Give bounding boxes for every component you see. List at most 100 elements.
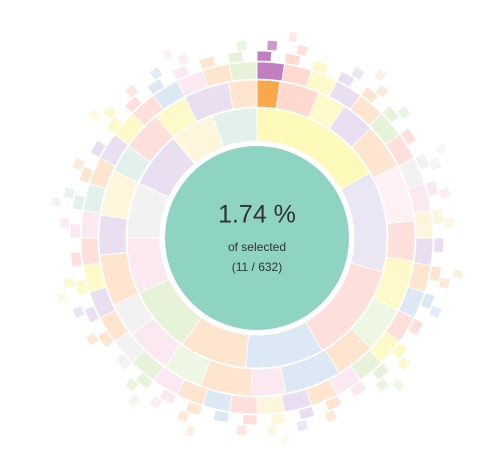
sunburst-outer-arc — [58, 216, 71, 229]
sunburst-outer-arc — [407, 317, 425, 337]
sunburst-outer-arc — [69, 222, 81, 239]
sunburst-outer-arc — [184, 401, 203, 417]
sunburst-outer-arc — [431, 208, 444, 225]
sunburst-outer-arc — [396, 104, 412, 121]
sunburst-outer-arc — [74, 278, 90, 297]
sunburst-outer-arc — [414, 152, 431, 171]
sunburst-outer-arc — [84, 331, 100, 347]
sunburst-arc — [229, 61, 258, 82]
sunburst-outer-arc — [360, 86, 380, 104]
sunburst-outer-arc — [89, 139, 107, 159]
sunburst-outer-arc — [295, 419, 309, 433]
sunburst-outer-arc — [373, 68, 387, 83]
sunburst-outer-arc — [55, 291, 69, 304]
sunburst-arc — [212, 107, 258, 148]
sunburst-outer-arc — [148, 395, 164, 411]
sunburst-outer-arc — [102, 104, 118, 121]
sunburst-outer-arc — [266, 39, 279, 52]
sunburst-outer-arc — [348, 380, 368, 398]
sunburst-outer-arc — [270, 412, 287, 425]
sunburst-outer-arc — [124, 95, 143, 114]
count-label: (11 / 632) — [232, 260, 282, 274]
sunburst-arc — [413, 237, 434, 266]
sunburst-outer-arc — [324, 395, 343, 412]
sunburst-outer-arc — [62, 186, 76, 200]
sunburst-outer-arc — [161, 47, 175, 62]
sunburst-outer-arc — [127, 393, 141, 408]
center-circle — [165, 146, 349, 330]
sunburst-outer-arc — [424, 179, 440, 198]
sunburst-outer-arc — [297, 405, 316, 421]
sunburst-outer-arc — [336, 70, 356, 88]
percent-label: 1.74 % — [218, 201, 296, 229]
sunburst-outer-arc — [114, 352, 133, 371]
sunburst-outer-arc — [284, 52, 302, 67]
sunburst-outer-arc — [83, 305, 100, 324]
sunburst-outer-arc — [371, 362, 390, 381]
sunburst-outer-arc — [87, 108, 102, 122]
sunburst-outer-arc — [391, 341, 409, 361]
sunburst-outer-arc — [433, 237, 445, 254]
sunburst-outer-arc — [50, 196, 63, 208]
sunburst-outer-arc — [428, 156, 443, 172]
sunburst-outer-arc — [381, 105, 400, 124]
sunburst-outer-arc — [399, 127, 417, 147]
sunburst-outer-arc — [171, 64, 190, 81]
sunburst-arc — [250, 366, 287, 397]
sunburst-outer-arc — [71, 156, 86, 172]
sunburst-outer-arc — [311, 59, 330, 75]
sunburst-outer-arc — [428, 265, 443, 283]
sunburst-outer-arc — [396, 355, 412, 372]
sunburst-arc — [386, 220, 416, 262]
sunburst-outer-arc — [71, 304, 86, 320]
sunburst-outer-arc — [70, 251, 83, 268]
sunburst-outer-arc — [78, 165, 94, 184]
sunburst-outer-arc — [227, 51, 244, 64]
sunburst-outer-arc — [212, 409, 230, 424]
sunburst-arc — [413, 210, 434, 239]
sunburst-outer-arc — [123, 83, 140, 99]
sunburst-outer-arc — [391, 378, 406, 393]
sunburst-outer-arc — [295, 43, 309, 57]
sunburst-outer-arc — [266, 424, 279, 437]
arcs — [50, 31, 464, 446]
sunburst-outer-arc — [279, 434, 291, 446]
sunburst-outer-arc — [97, 329, 115, 349]
sunburst-outer-arc — [175, 52, 191, 67]
sunburst-outer-arc — [350, 65, 366, 81]
sunburst-outer-arc — [323, 409, 339, 424]
sunburst-arc — [98, 214, 128, 256]
sunburst-arc — [256, 394, 285, 415]
sunburst-outer-arc — [134, 372, 154, 390]
sunburst-outer-arc — [433, 142, 448, 156]
sunburst-arc — [227, 79, 258, 110]
sunburst-arc — [80, 210, 101, 239]
sunburst-outer-arc — [235, 39, 248, 52]
sunburst-outer-arc — [62, 276, 76, 290]
sunburst-outer-arc — [438, 276, 452, 290]
sunburst-outer-arc — [71, 193, 86, 211]
sunburst-outer-arc — [374, 83, 391, 99]
sunburst-outer-arc — [374, 377, 391, 393]
caption-label: of selected — [228, 240, 286, 254]
sunburst-arc — [229, 394, 258, 415]
sunburst-outer-arc — [287, 31, 299, 44]
sunburst-outer-arc — [175, 409, 191, 424]
sunburst-outer-arc — [123, 377, 140, 393]
sunburst-outer-arc — [198, 55, 217, 71]
sunburst-outer-arc — [438, 186, 452, 200]
sunburst-outer-arc — [184, 424, 197, 438]
sunburst-outer-arc — [428, 304, 443, 320]
sunburst-outer-arc — [241, 414, 258, 426]
sunburst-arc — [256, 61, 285, 82]
sunburst-outer-arc — [451, 268, 464, 280]
sunburst-arc — [80, 237, 101, 266]
sunburst-outer-arc — [420, 292, 436, 311]
sunburst-outer-arc — [443, 216, 456, 229]
sunburst-outer-arc — [146, 78, 166, 96]
sunburst-outer-arc — [148, 65, 164, 81]
sunburst-outer-arc — [256, 50, 273, 62]
sunburst-outer-arc — [105, 115, 123, 135]
sunburst-outer-arc — [235, 424, 248, 437]
